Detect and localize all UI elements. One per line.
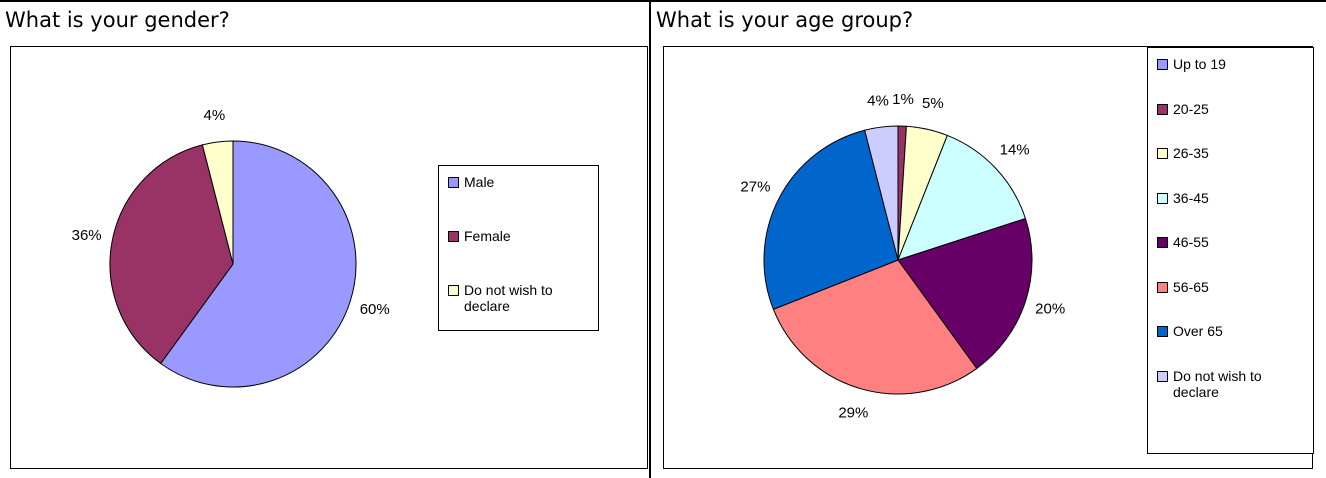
legend-label: 46-55 xyxy=(1173,234,1209,250)
legend-item: Do not wish to declare xyxy=(1157,368,1284,400)
legend-item: 36-45 xyxy=(1157,190,1284,206)
legend-label: 26-35 xyxy=(1173,145,1209,161)
data-label-value: 1 xyxy=(892,91,900,108)
pie-slice xyxy=(864,125,899,261)
data-label: 4% xyxy=(867,92,889,109)
legend-item: 20-25 xyxy=(1157,101,1284,117)
legend-swatch xyxy=(1157,370,1168,382)
legend-swatch xyxy=(1157,281,1168,293)
percent-sign: % xyxy=(1052,300,1065,317)
legend-label: Do not wish to declare xyxy=(1173,367,1262,400)
data-label: 36% xyxy=(72,227,102,244)
legend-item: 56-65 xyxy=(1157,279,1284,295)
legend-label: Do not wish to declare xyxy=(464,282,553,314)
gender-cell: What is your gender? 60% 36% 4% Male Female D… xyxy=(0,0,651,478)
percent-sign: % xyxy=(855,405,868,422)
legend-swatch xyxy=(1157,237,1168,248)
pie-slice xyxy=(897,217,1033,370)
data-label-value: 29 xyxy=(838,405,855,422)
legend-swatch xyxy=(1157,326,1168,337)
percent-sign: % xyxy=(88,227,101,244)
legend-swatch xyxy=(448,177,459,188)
legend-item: 46-55 xyxy=(1157,234,1284,250)
data-label-value: 4 xyxy=(203,107,211,124)
legend: Male Female Do not wish to declare xyxy=(438,165,599,331)
legend-label: Up to 19 xyxy=(1173,56,1226,72)
data-label: 60% xyxy=(360,301,390,318)
data-label: 4% xyxy=(203,107,225,124)
pie-slice xyxy=(201,140,234,265)
legend-swatch xyxy=(1157,59,1168,70)
legend-label: Female xyxy=(464,228,511,244)
pie: 60%36%4% xyxy=(72,107,390,388)
pie-slice xyxy=(763,129,899,310)
data-label-value: 5 xyxy=(922,95,930,112)
legend-label: Male xyxy=(464,174,495,190)
legend-item: 26-35 xyxy=(1157,145,1284,161)
legend-label: 56-65 xyxy=(1173,278,1209,295)
legend-label: 36-45 xyxy=(1173,189,1209,206)
legend-label: Over 65 xyxy=(1173,323,1223,339)
pie-slice xyxy=(772,259,978,395)
legend-label: 20-25 xyxy=(1173,100,1209,117)
data-label: 5% xyxy=(922,95,944,112)
legend-item: Female xyxy=(448,228,569,244)
data-label: 27% xyxy=(740,178,770,195)
percent-sign: % xyxy=(875,92,888,109)
chart-title: What is your age group? xyxy=(656,8,914,32)
pie-slice xyxy=(109,144,234,365)
chart-box: 1% 5% 14% 20% 29% 27% 4% Up to 19 20-25 26-35 36-4… xyxy=(663,46,1314,469)
percent-sign: % xyxy=(757,178,770,195)
percent-sign: % xyxy=(376,301,389,318)
chart-title: What is your gender? xyxy=(5,8,230,32)
chart-box: 60% 36% 4% Male Female Do not wish to declare xyxy=(10,46,648,469)
data-label-value: 27 xyxy=(740,178,757,195)
legend-item: Do not wish to declare xyxy=(448,282,569,314)
legend-item: Male xyxy=(448,174,569,190)
percent-sign: % xyxy=(212,107,225,124)
legend-swatch xyxy=(1157,103,1168,115)
data-label-value: 14 xyxy=(1000,141,1017,158)
percent-sign: % xyxy=(1016,141,1029,158)
data-label: 1% xyxy=(892,91,914,108)
data-label: 29% xyxy=(838,405,868,422)
data-label-value: 4 xyxy=(867,92,875,109)
legend-swatch xyxy=(448,285,459,296)
data-label-value: 36 xyxy=(72,227,89,244)
data-label: 14% xyxy=(1000,141,1030,158)
legend: Up to 19 20-25 26-35 36-45 46-55 56-65 Over 65… xyxy=(1147,47,1314,454)
percent-sign: % xyxy=(930,95,943,112)
data-label-value: 60 xyxy=(360,301,377,318)
legend-swatch xyxy=(1157,192,1168,204)
percent-sign: % xyxy=(901,91,914,108)
pie: 1% 5%14%20%29%27%4% xyxy=(740,91,1065,422)
age-cell: What is your age group? 1% 5% 14% 20% 29% 27%… xyxy=(651,0,1326,478)
data-label-value: 20 xyxy=(1035,300,1052,317)
data-label: 20% xyxy=(1035,300,1065,317)
legend-item: Over 65 xyxy=(1157,323,1284,339)
legend-item: Up to 19 xyxy=(1157,56,1284,72)
legend-swatch xyxy=(448,231,459,242)
pie-slice xyxy=(160,140,357,388)
legend-swatch xyxy=(1157,148,1168,159)
